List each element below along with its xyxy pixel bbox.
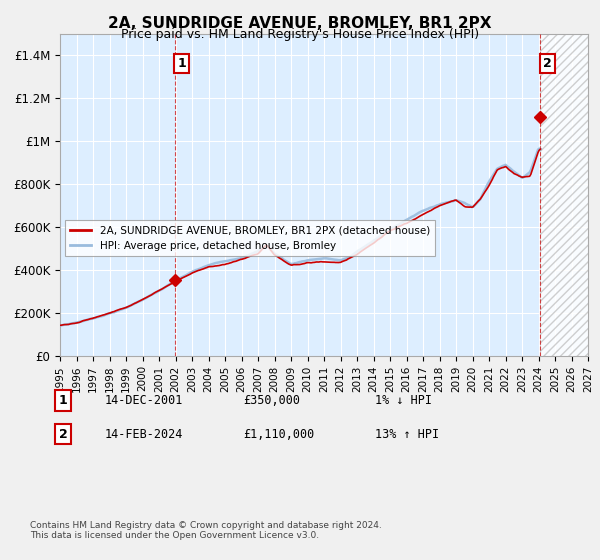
Bar xyxy=(541,34,588,356)
Bar xyxy=(541,34,588,356)
Text: Price paid vs. HM Land Registry's House Price Index (HPI): Price paid vs. HM Land Registry's House … xyxy=(121,28,479,41)
Bar xyxy=(541,34,588,356)
Text: 14-FEB-2024: 14-FEB-2024 xyxy=(105,427,184,441)
Text: 2: 2 xyxy=(543,57,552,70)
Text: 1: 1 xyxy=(178,57,186,70)
Text: 13% ↑ HPI: 13% ↑ HPI xyxy=(375,427,439,441)
Text: £1,110,000: £1,110,000 xyxy=(243,427,314,441)
Text: 14-DEC-2001: 14-DEC-2001 xyxy=(105,394,184,407)
Text: £350,000: £350,000 xyxy=(243,394,300,407)
Text: 2A, SUNDRIDGE AVENUE, BROMLEY, BR1 2PX: 2A, SUNDRIDGE AVENUE, BROMLEY, BR1 2PX xyxy=(108,16,492,31)
Text: 1% ↓ HPI: 1% ↓ HPI xyxy=(375,394,432,407)
Legend: 2A, SUNDRIDGE AVENUE, BROMLEY, BR1 2PX (detached house), HPI: Average price, det: 2A, SUNDRIDGE AVENUE, BROMLEY, BR1 2PX (… xyxy=(65,221,435,256)
Text: 1: 1 xyxy=(59,394,67,407)
Text: Contains HM Land Registry data © Crown copyright and database right 2024.
This d: Contains HM Land Registry data © Crown c… xyxy=(30,521,382,540)
Text: 2: 2 xyxy=(59,427,67,441)
